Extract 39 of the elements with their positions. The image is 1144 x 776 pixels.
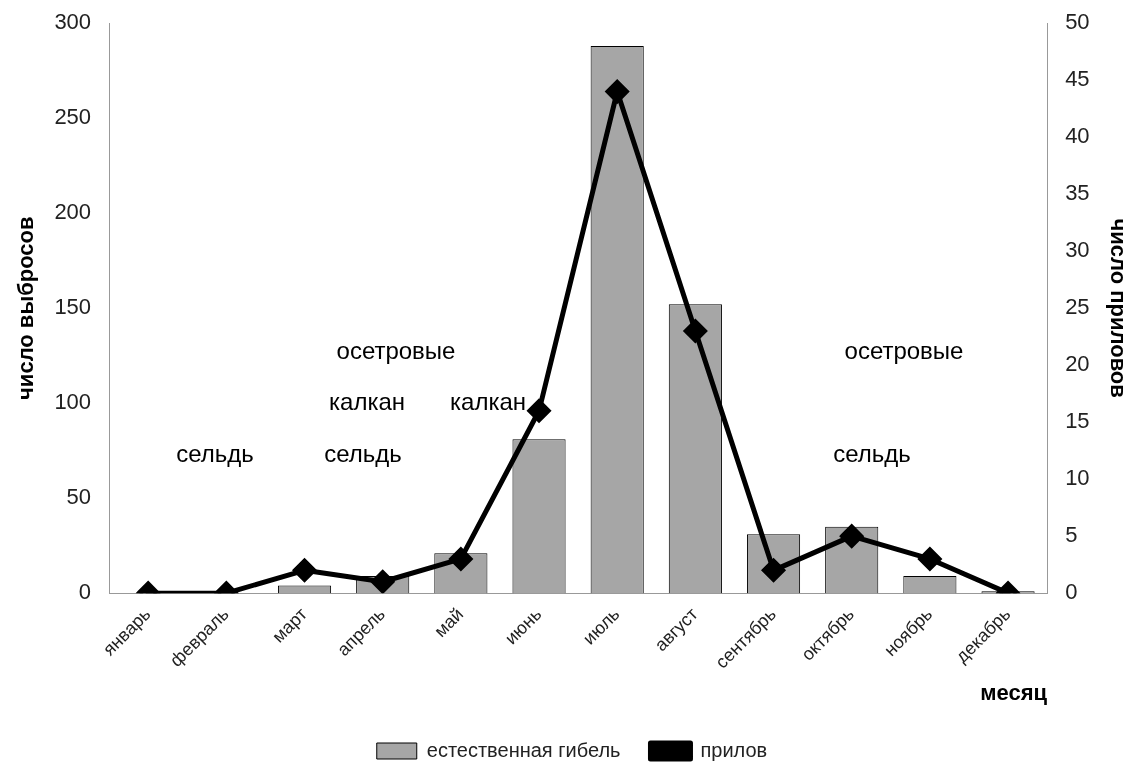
annotation: сельдь: [324, 439, 402, 467]
y-tick-label: 200: [54, 199, 92, 225]
point: [605, 80, 629, 104]
annotation: осетровые: [844, 336, 964, 364]
x-axis-title: месяц: [980, 679, 1048, 705]
y2-tick-label: 10: [1065, 465, 1090, 491]
annotation: осетровые: [336, 336, 456, 364]
legend-label: естественная гибель: [426, 738, 621, 761]
x-tick-label: май: [430, 603, 468, 642]
y2-tick-label: 0: [1065, 579, 1078, 605]
legend-label: прилов: [700, 738, 768, 761]
y2-tick-label: 50: [1065, 9, 1090, 35]
y-tick-label: 250: [54, 104, 92, 130]
y2-tick-label: 20: [1065, 351, 1090, 377]
point: [449, 547, 473, 571]
y2-tick-label: 25: [1065, 294, 1090, 320]
y2-tick-label: 15: [1065, 408, 1090, 434]
y2-tick-label: 40: [1065, 123, 1090, 149]
annotation: сельдь: [833, 439, 911, 467]
y2-axis-title: число приловов: [1105, 218, 1131, 398]
point: [918, 547, 942, 571]
y-tick-label: 0: [78, 579, 92, 605]
y-tick-label: 150: [54, 294, 92, 320]
y-tick-label: 100: [54, 389, 92, 415]
y-tick-label: 300: [54, 9, 92, 35]
y2-tick-label: 45: [1065, 66, 1090, 92]
point: [683, 319, 707, 343]
y2-tick-label: 30: [1065, 237, 1090, 263]
point: [840, 524, 864, 548]
y2-tick-label: 5: [1065, 522, 1078, 548]
point: [371, 570, 395, 594]
y2-tick-label: 35: [1065, 180, 1090, 206]
y-tick-label: 50: [66, 484, 92, 510]
annotation: калкан: [449, 387, 527, 415]
annotation: калкан: [328, 387, 406, 415]
point: [293, 558, 317, 582]
annotation: сельдь: [176, 439, 254, 467]
point: [527, 399, 551, 423]
y-axis-title: число выбросов: [13, 216, 39, 400]
